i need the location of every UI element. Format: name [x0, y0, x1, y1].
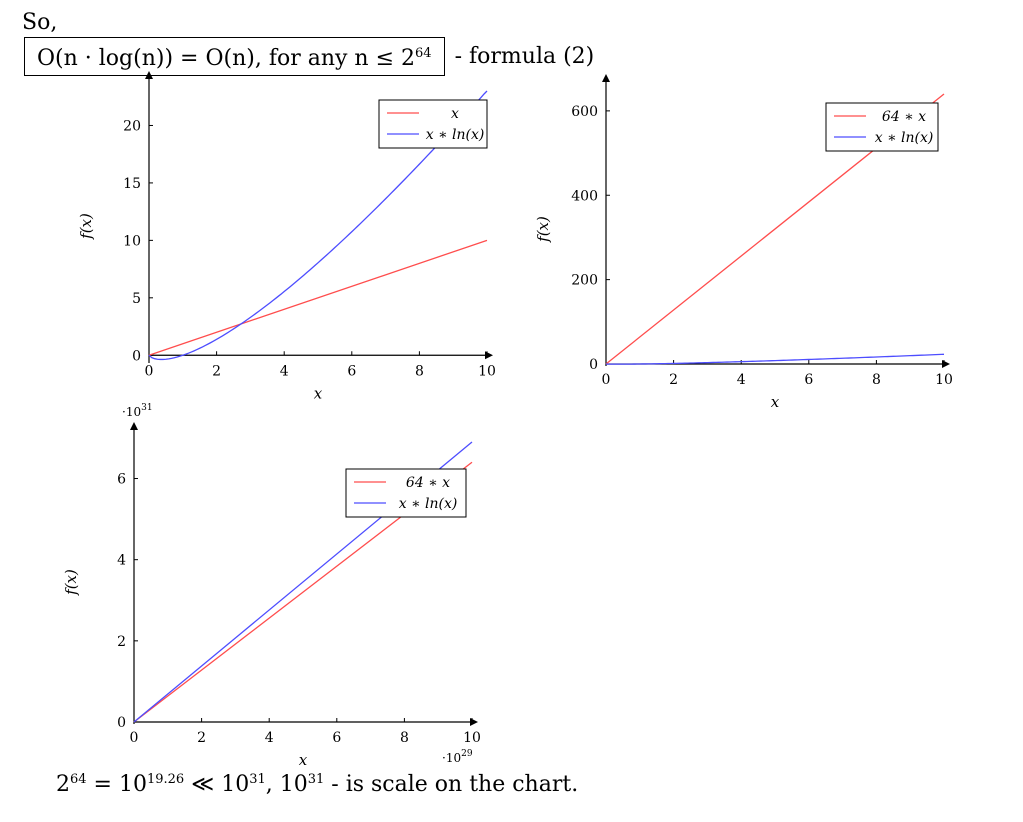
y-axis-label: f(x)	[534, 216, 552, 243]
chart-scaled: 0 2 4 6 8 10 0 2 4 6 x f(x) ·1031 ·1029 64 ∗ x x ∗ ln(x…	[62, 403, 481, 769]
footer-exp1: 64	[70, 772, 87, 787]
y-tick-label: 0	[589, 357, 598, 373]
y-axis-label: f(x)	[77, 213, 95, 240]
y-tick-label: 10	[123, 233, 141, 249]
y-axis-arrow	[145, 71, 153, 79]
x-tick-label: 8	[415, 363, 424, 379]
legend-label: x	[451, 106, 459, 122]
x-tick-label: 10	[478, 363, 496, 379]
x-tick-label: 0	[145, 363, 154, 379]
footer-tail: - is scale on the chart.	[324, 772, 579, 797]
y-tick-label: 600	[571, 104, 598, 120]
formula-line: O(n · log(n)) = O(n), for any n ≤ 264 - …	[24, 36, 595, 76]
y-scale-label: ·1031	[122, 403, 153, 419]
y-tick-label: 400	[571, 188, 598, 204]
y-tick-label: 20	[123, 118, 141, 134]
y-axis-arrow	[130, 422, 138, 430]
legend-box	[378, 99, 488, 149]
legend-label: x ∗ ln(x)	[875, 130, 934, 146]
x-tick-label: 6	[804, 372, 813, 388]
x-tick-label: 8	[400, 730, 409, 746]
intro-text: So,	[22, 10, 58, 35]
x-axis-arrow	[942, 360, 950, 368]
footer-exp2: 19.26	[146, 772, 185, 787]
legend-label: 64 ∗ x	[406, 475, 450, 491]
x-tick-label: 4	[265, 730, 274, 746]
x-tick-label: 4	[280, 363, 289, 379]
x-axis-label: x	[771, 393, 780, 411]
footer-exp4: 31	[307, 772, 325, 787]
y-tick-label: 5	[132, 291, 141, 307]
x-tick-label: 8	[872, 372, 881, 388]
legend-box	[345, 468, 467, 518]
series-line-blue	[148, 90, 488, 361]
series-line-blue	[605, 353, 945, 365]
y-tick-label: 0	[117, 715, 126, 731]
x-tick-label: 2	[197, 730, 206, 746]
legend-label: 64 ∗ x	[882, 109, 926, 125]
y-tick-label: 200	[571, 273, 598, 289]
formula-main: O(n · log(n)) = O(n), for any n ≤ 2	[37, 45, 416, 71]
y-tick-label: 6	[117, 472, 126, 488]
y-tick-label: 2	[117, 634, 126, 650]
x-tick-label: 0	[602, 372, 611, 388]
y-axis-arrow	[602, 74, 610, 82]
x-tick-label: 6	[332, 730, 341, 746]
x-tick-label: 2	[669, 372, 678, 388]
footer-mid2: ≪ 10	[184, 772, 250, 797]
y-axis-label: f(x)	[62, 569, 80, 596]
x-tick-label: 4	[737, 372, 746, 388]
legend-box	[825, 102, 939, 152]
footer-note: 264 = 1019.26 ≪ 1031, 1031 - is scale on…	[56, 772, 578, 797]
y-tick-label: 4	[117, 553, 126, 569]
x-axis-label: x	[314, 384, 323, 402]
legend-label: x ∗ ln(x)	[426, 127, 485, 143]
series-line-red	[148, 239, 488, 356]
footer-exp3: 31	[249, 772, 266, 787]
footer-base: 2	[56, 772, 70, 797]
x-axis-arrow	[485, 351, 493, 360]
y-tick-label: 0	[132, 348, 141, 364]
x-tick-label: 2	[212, 363, 221, 379]
x-tick-label: 6	[347, 363, 356, 379]
chart-x-vs-xlnx: 0 2 4 6 8 10 0 5 10 15 20 x f(x) x x ∗ ln(x)	[77, 71, 496, 402]
x-tick-label: 10	[463, 730, 481, 746]
formula-suffix: - formula (2)	[454, 43, 595, 69]
footer-mid3: , 10	[265, 772, 308, 797]
x-scale-label: ·1029	[442, 749, 473, 765]
footer-mid1: = 10	[86, 772, 147, 797]
legend-label: x ∗ ln(x)	[399, 496, 458, 512]
x-tick-label: 0	[130, 730, 139, 746]
formula-box: O(n · log(n)) = O(n), for any n ≤ 264	[24, 36, 445, 76]
x-axis-label: x	[299, 751, 308, 769]
formula-exponent: 64	[415, 45, 432, 61]
x-tick-label: 10	[935, 372, 953, 388]
x-axis-arrow	[470, 718, 478, 726]
chart-64x-vs-xlnx: 0 2 4 6 8 10 0 200 400 600 x f(x) 64 ∗ x x ∗ ln(x)	[534, 74, 953, 411]
y-tick-label: 15	[123, 176, 141, 192]
